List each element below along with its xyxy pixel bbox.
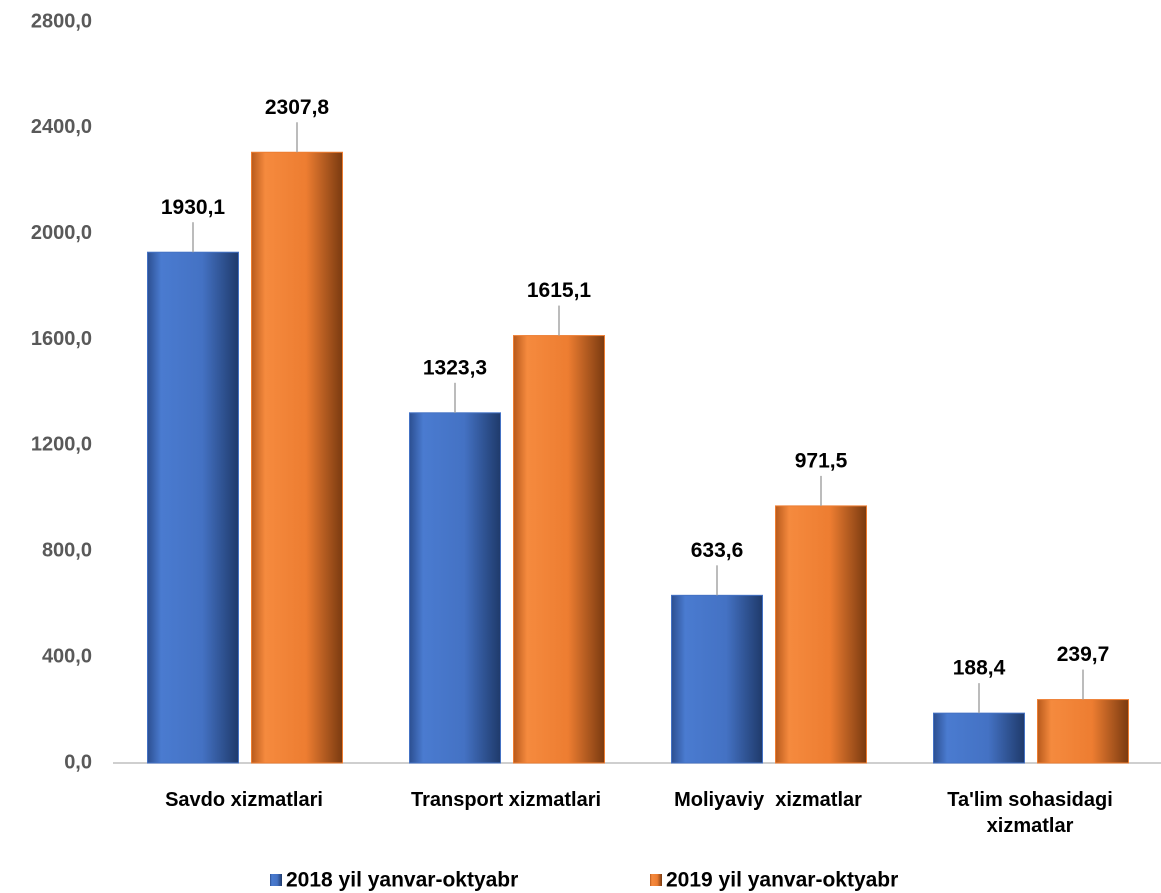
- y-tick-label: 800,0: [42, 540, 92, 562]
- data-label: 2307,8: [265, 96, 330, 119]
- bar: [251, 151, 343, 764]
- legend-swatch: [650, 874, 662, 886]
- data-label: 1930,1: [161, 196, 226, 219]
- bar: [409, 412, 501, 764]
- bar: [513, 335, 605, 764]
- legend-swatch: [270, 874, 282, 886]
- bar: [933, 712, 1025, 764]
- data-label: 1615,1: [527, 279, 592, 302]
- x-tick-label: Transport xizmatlari: [410, 789, 602, 811]
- y-tick-label: 2400,0: [31, 116, 92, 138]
- y-tick-label: 1200,0: [31, 434, 92, 456]
- x-tick-label: Savdo xizmatlari: [165, 789, 323, 811]
- data-label: 1323,3: [423, 356, 487, 379]
- data-label: 971,5: [795, 449, 848, 472]
- y-tick-label: 1600,0: [31, 328, 92, 350]
- y-tick-label: 400,0: [42, 645, 92, 667]
- y-tick-label: 2800,0: [31, 10, 92, 32]
- bar: [147, 251, 239, 764]
- y-tick-label: 2000,0: [31, 222, 92, 244]
- legend-label: 2019 yil yanvar-oktyabr: [666, 869, 898, 892]
- data-label: 633,6: [691, 539, 744, 562]
- x-tick-label: Ta'lim sohasidagi xizmatlar: [947, 789, 1119, 837]
- x-tick-label: Moliyaviy xizmatlar: [674, 789, 862, 811]
- legend-label: 2018 yil yanvar-oktyabr: [286, 869, 518, 892]
- bar: [671, 594, 763, 764]
- data-label: 239,7: [1057, 643, 1110, 666]
- bar: [1037, 699, 1129, 764]
- y-tick-label: 0,0: [64, 751, 92, 773]
- bar: [775, 505, 867, 764]
- data-label: 188,4: [953, 657, 1006, 680]
